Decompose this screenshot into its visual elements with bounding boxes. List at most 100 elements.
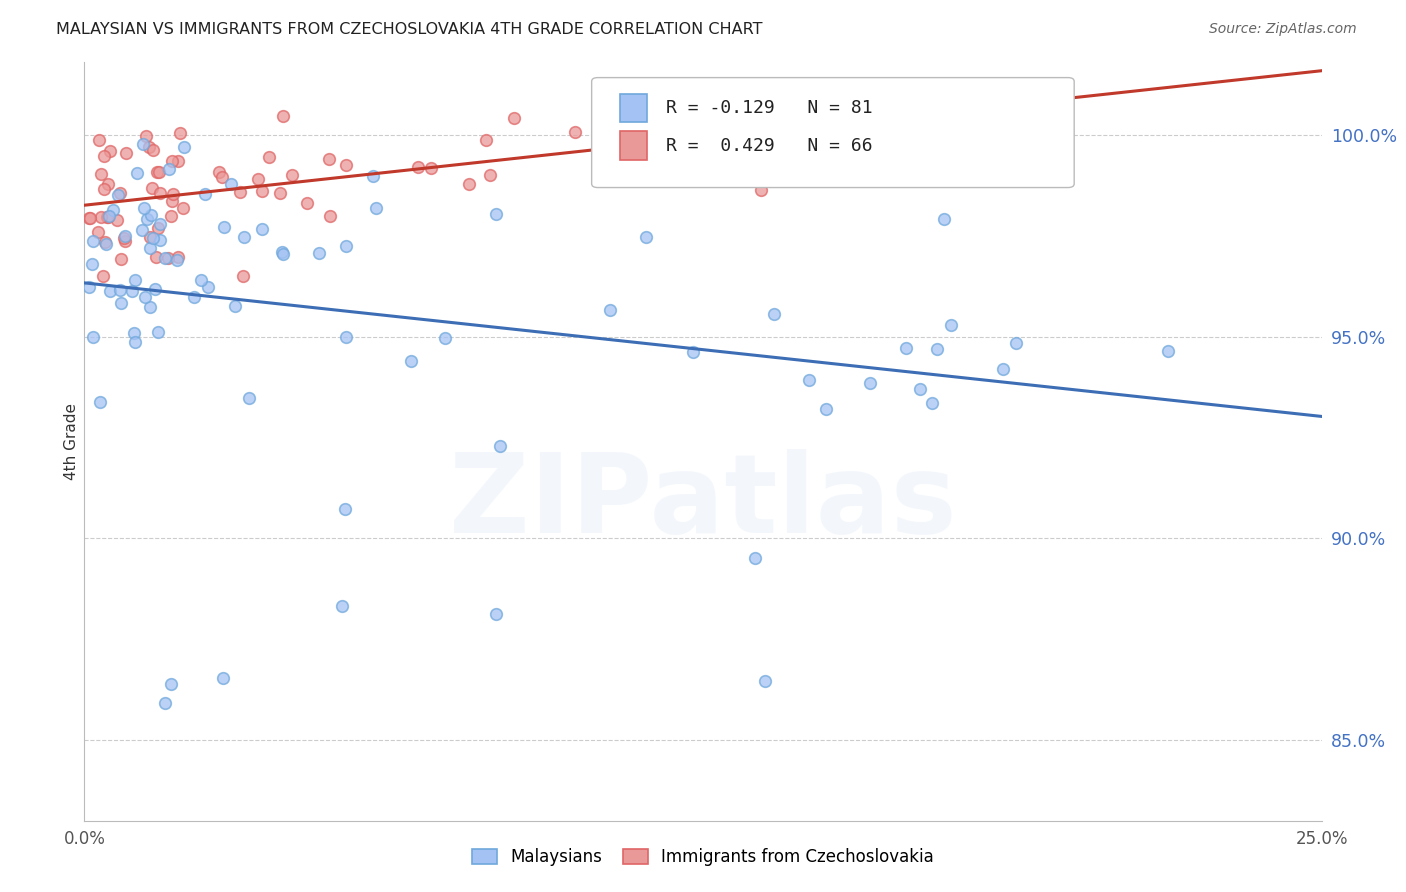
Point xyxy=(141,181,163,195)
Point xyxy=(474,133,496,147)
Point xyxy=(141,208,163,222)
Point xyxy=(797,373,820,387)
Point xyxy=(149,217,172,231)
Point xyxy=(97,178,120,192)
Point xyxy=(167,154,190,169)
Point xyxy=(707,128,730,143)
Point xyxy=(630,136,652,150)
Point xyxy=(894,341,917,355)
Point xyxy=(142,230,165,244)
Point xyxy=(269,186,291,201)
Point xyxy=(142,143,165,157)
Point xyxy=(815,401,838,416)
Point xyxy=(122,326,145,340)
Point xyxy=(134,201,156,215)
Point xyxy=(132,137,155,152)
Point xyxy=(399,354,422,368)
Point xyxy=(138,140,160,154)
Point xyxy=(250,222,273,236)
Point xyxy=(172,201,194,215)
Point xyxy=(478,169,501,183)
Point xyxy=(224,300,246,314)
Point xyxy=(335,330,357,344)
Point xyxy=(115,146,138,161)
Point xyxy=(232,230,254,244)
Point xyxy=(114,234,136,248)
Point xyxy=(160,154,183,169)
Point xyxy=(921,395,943,409)
Point xyxy=(134,290,156,304)
Point xyxy=(754,673,776,688)
Point xyxy=(97,210,120,224)
Point xyxy=(107,188,129,202)
Point xyxy=(281,168,304,182)
Point xyxy=(153,696,176,710)
Point xyxy=(853,136,876,150)
Point xyxy=(564,125,586,139)
Point xyxy=(364,201,387,215)
Point xyxy=(110,296,132,310)
Point xyxy=(145,250,167,264)
Point xyxy=(79,280,101,294)
Point xyxy=(634,229,657,244)
Point xyxy=(108,283,131,297)
Point xyxy=(93,182,115,196)
FancyBboxPatch shape xyxy=(620,94,647,122)
Point xyxy=(271,245,294,260)
Point xyxy=(335,238,357,252)
Point xyxy=(166,252,188,267)
Point xyxy=(146,325,169,339)
Point xyxy=(927,342,949,356)
Point xyxy=(149,233,172,247)
Point xyxy=(149,186,172,200)
Text: R =  0.429   N = 66: R = 0.429 N = 66 xyxy=(666,136,873,155)
Point xyxy=(173,139,195,153)
Point xyxy=(910,382,932,396)
Point xyxy=(1157,343,1180,358)
Point xyxy=(96,210,118,224)
Point xyxy=(136,212,159,227)
Legend: Malaysians, Immigrants from Czechoslovakia: Malaysians, Immigrants from Czechoslovak… xyxy=(464,840,942,875)
Point xyxy=(257,150,280,164)
Text: R = -0.129   N = 81: R = -0.129 N = 81 xyxy=(666,99,873,117)
Point xyxy=(221,177,243,191)
Point xyxy=(214,220,236,235)
Point xyxy=(319,209,342,223)
Point xyxy=(94,237,117,252)
Point xyxy=(406,160,429,174)
Point xyxy=(135,129,157,144)
Point xyxy=(197,279,219,293)
Point xyxy=(139,241,162,255)
Point xyxy=(87,133,110,147)
Point xyxy=(160,676,183,690)
Point xyxy=(273,247,295,261)
Point xyxy=(156,252,179,266)
Point xyxy=(749,183,772,197)
Point xyxy=(143,282,166,296)
Point xyxy=(114,228,136,243)
Point xyxy=(124,273,146,287)
Point xyxy=(82,329,104,343)
Point xyxy=(859,376,882,390)
Point xyxy=(503,111,526,125)
Point xyxy=(271,109,294,123)
Point xyxy=(108,186,131,201)
Point xyxy=(93,149,115,163)
Point xyxy=(148,165,170,179)
Point xyxy=(166,250,188,264)
Text: ZIPatlas: ZIPatlas xyxy=(449,449,957,556)
Point xyxy=(335,158,357,172)
Point xyxy=(991,361,1014,376)
Point xyxy=(82,234,104,248)
Point xyxy=(90,210,112,224)
Point xyxy=(162,186,184,201)
Point xyxy=(934,212,956,227)
Point xyxy=(696,124,718,138)
Point xyxy=(153,251,176,265)
Point xyxy=(90,167,112,181)
Point xyxy=(335,501,357,516)
Point xyxy=(1005,336,1028,351)
Point xyxy=(131,223,153,237)
Point xyxy=(247,172,270,186)
Point xyxy=(160,209,183,223)
